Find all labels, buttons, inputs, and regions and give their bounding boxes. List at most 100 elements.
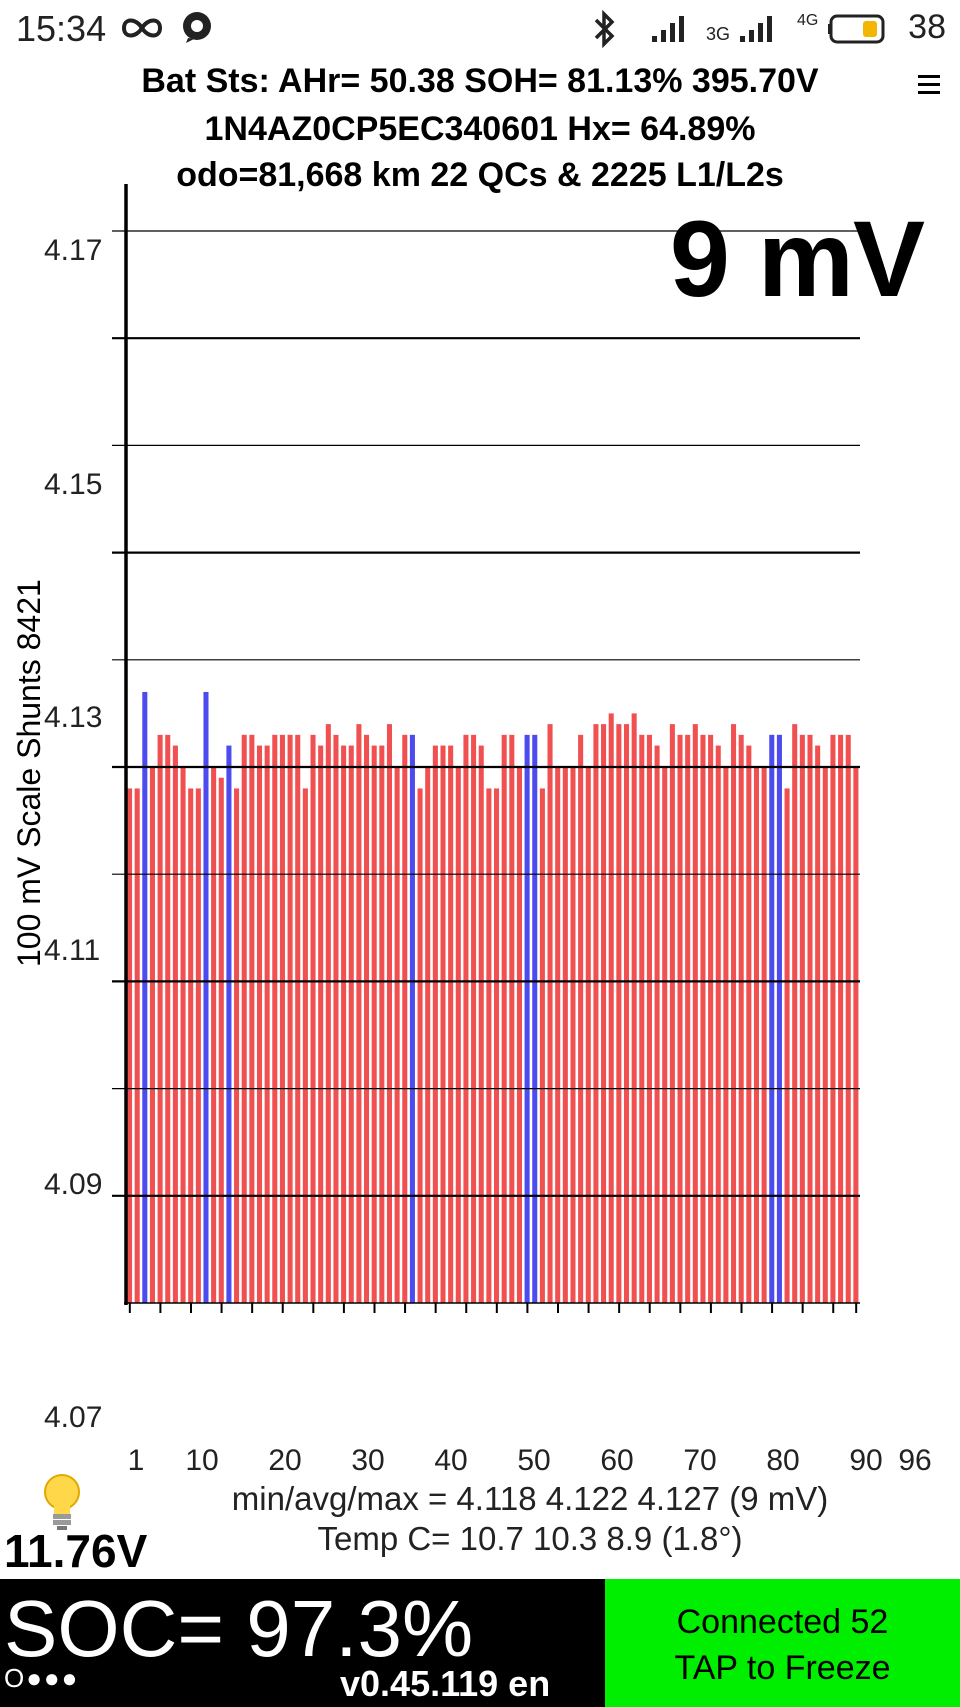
cell-bar [784, 788, 790, 1303]
cell-bar [157, 734, 163, 1303]
cell-bar [792, 724, 798, 1303]
temperature-readout: Temp C= 10.7 10.3 8.9 (1.8°) [317, 1520, 743, 1557]
cell-bar [555, 767, 561, 1303]
soc-panel: SOC= 97.3% O●●● v0.45.119 en [0, 1579, 605, 1707]
cell-bar [142, 691, 148, 1303]
x-tick-label: 20 [268, 1444, 302, 1477]
cell-bar [715, 745, 721, 1303]
cell-bar [539, 788, 545, 1303]
cell-bar [562, 767, 568, 1303]
cell-bar [723, 767, 729, 1303]
cell-bar [815, 745, 821, 1303]
x-tick-label: 70 [683, 1444, 717, 1477]
cell-bar [211, 767, 217, 1303]
cell-bar [272, 734, 278, 1303]
signal-icon [652, 16, 684, 42]
lightbulb-icon[interactable] [40, 1472, 84, 1532]
x-tick-label: 40 [434, 1444, 468, 1477]
page-dots: O●●● [4, 1663, 80, 1693]
cell-bar [631, 713, 637, 1303]
cell-bar [532, 734, 538, 1303]
cell-bar [203, 691, 209, 1303]
cell-bar [853, 767, 859, 1303]
cell-bar [838, 734, 844, 1303]
cell-bar [188, 788, 194, 1303]
connection-freeze-button[interactable]: Connected 52 TAP to Freeze [605, 1579, 960, 1707]
soc-readout: SOC= 97.3% [4, 1584, 474, 1673]
x-tick-label: 50 [517, 1444, 551, 1477]
cell-bar [822, 767, 828, 1303]
cell-bar [830, 734, 836, 1303]
cell-bar [738, 734, 744, 1303]
cell-bar [769, 734, 775, 1303]
cell-bar [578, 734, 584, 1303]
menu-icon[interactable] [918, 70, 942, 100]
cell-bar [165, 734, 171, 1303]
network-4g-label: 4G [797, 12, 819, 29]
cell-bar [639, 734, 645, 1303]
cell-bar [501, 734, 507, 1303]
cell-bar [310, 734, 316, 1303]
x-tick-label: 10 [185, 1444, 219, 1477]
header-line-1: Bat Sts: AHr= 50.38 SOH= 81.13% 395.70V [141, 62, 819, 100]
x-tick-label: 60 [600, 1444, 634, 1477]
cell-bar [256, 745, 263, 1303]
cell-bar [662, 767, 668, 1303]
cell-bar [761, 767, 767, 1303]
cell-bar [195, 788, 201, 1303]
cell-bar [172, 745, 178, 1303]
min-avg-max-readout: min/avg/max = 4.118 4.122 4.127 (9 mV) [231, 1480, 829, 1517]
cell-bar [516, 767, 522, 1303]
cell-bar [432, 745, 438, 1303]
freeze-label: TAP to Freeze [674, 1649, 891, 1687]
cell-bar [287, 734, 293, 1303]
cell-bar [471, 734, 477, 1303]
cell-bar [318, 745, 324, 1303]
x-tick-label: 80 [766, 1444, 800, 1477]
aux-battery-voltage: 11.76V [4, 1525, 148, 1577]
cell-bar [325, 724, 331, 1303]
x-tick-label: 96 [898, 1444, 932, 1477]
cell-bar [494, 788, 500, 1303]
cell-bar [646, 734, 652, 1303]
battery-icon [828, 14, 885, 44]
cell-bar [448, 745, 454, 1303]
connection-status: Connected 52 [676, 1603, 889, 1641]
cell-bar [463, 734, 469, 1303]
cell-bar [677, 734, 683, 1303]
cell-bar [226, 745, 232, 1303]
cell-bar [700, 734, 706, 1303]
cell-bar [371, 745, 377, 1303]
cell-bar [593, 724, 599, 1303]
cell-bar [731, 724, 737, 1303]
cell-bar [616, 724, 622, 1303]
cell-voltage-chart[interactable] [0, 0, 960, 1460]
cell-bar [692, 724, 698, 1303]
cell-bar [402, 734, 408, 1303]
cell-bar [669, 724, 675, 1303]
chat-bubble-icon [183, 12, 211, 43]
cell-bar [524, 734, 530, 1303]
cell-bar [608, 713, 614, 1303]
version-label: v0.45.119 en [340, 1663, 551, 1704]
cell-bar [685, 734, 691, 1303]
y-tick-label: 4.09 [44, 1168, 103, 1201]
cell-bar [807, 734, 813, 1303]
cell-bar [585, 767, 591, 1303]
voltage-spread-label: 9 mV [669, 198, 925, 319]
cell-bar [302, 788, 308, 1303]
x-tick-label: 1 [127, 1444, 145, 1477]
cell-bar [799, 734, 805, 1303]
cell-bar [134, 788, 140, 1303]
status-time: 15:34 [16, 8, 107, 49]
x-tick-label: 30 [351, 1444, 385, 1477]
cell-bar [486, 788, 492, 1303]
cell-bar [341, 745, 347, 1303]
x-tick-label: 90 [849, 1444, 883, 1477]
cell-bar [440, 745, 446, 1303]
network-3g-label: 3G [706, 24, 731, 44]
cell-bar [570, 767, 576, 1303]
cell-bar [708, 734, 714, 1303]
cell-bar [547, 724, 553, 1303]
cell-bar [478, 745, 484, 1303]
